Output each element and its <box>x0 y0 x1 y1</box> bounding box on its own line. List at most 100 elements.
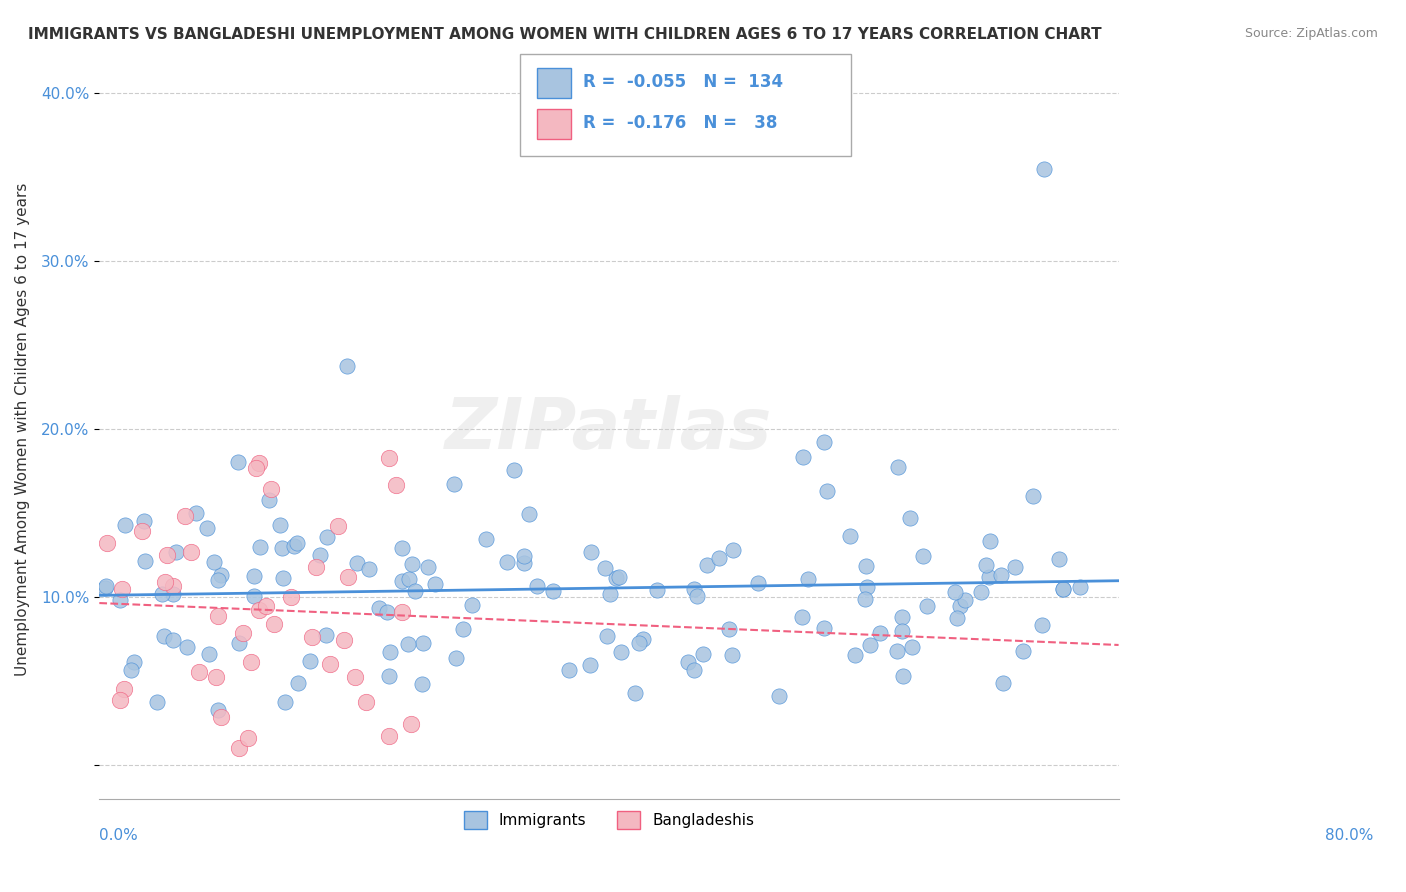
Point <box>195 521 218 535</box>
Point <box>579 657 602 672</box>
Point <box>513 549 536 564</box>
Point <box>890 624 912 639</box>
Point <box>299 654 322 668</box>
Point <box>792 450 814 464</box>
Point <box>249 540 271 554</box>
Point <box>180 545 202 559</box>
Point <box>855 592 877 607</box>
Point <box>301 631 323 645</box>
Text: IMMIGRANTS VS BANGLADESHI UNEMPLOYMENT AMONG WOMEN WITH CHILDREN AGES 6 TO 17 YE: IMMIGRANTS VS BANGLADESHI UNEMPLOYMENT A… <box>28 27 1102 42</box>
Point <box>162 587 184 601</box>
Point <box>280 590 302 604</box>
Point <box>886 644 908 658</box>
Point <box>517 507 540 521</box>
Point <box>188 665 211 679</box>
Point <box>285 536 308 550</box>
Point <box>443 476 465 491</box>
Point <box>970 585 993 599</box>
Point <box>624 686 647 700</box>
Point <box>287 676 309 690</box>
Point <box>645 582 668 597</box>
Point <box>207 574 229 588</box>
Point <box>949 599 972 614</box>
Point <box>839 529 862 543</box>
Point <box>943 584 966 599</box>
Point <box>391 541 413 555</box>
Point <box>797 572 820 586</box>
Point <box>315 530 337 544</box>
Point <box>599 587 621 601</box>
Point <box>976 558 998 572</box>
Point <box>1012 644 1035 658</box>
Point <box>207 703 229 717</box>
Point <box>228 636 250 650</box>
Point <box>274 695 297 709</box>
Text: ZIPatlas: ZIPatlas <box>446 395 773 464</box>
Point <box>692 647 714 661</box>
Point <box>94 581 117 595</box>
Point <box>378 450 401 465</box>
Point <box>1069 580 1091 594</box>
Point <box>418 559 440 574</box>
Point <box>541 584 564 599</box>
Point <box>813 435 835 450</box>
Point <box>891 610 914 624</box>
Text: 0.0%: 0.0% <box>100 829 138 844</box>
Point <box>207 609 229 624</box>
Point <box>844 648 866 662</box>
Point <box>391 605 413 619</box>
Point <box>1047 551 1070 566</box>
Point <box>375 605 398 619</box>
Point <box>627 636 650 650</box>
Point <box>333 632 356 647</box>
Point <box>134 554 156 568</box>
Point <box>260 482 283 496</box>
Point <box>162 579 184 593</box>
Point <box>401 557 423 571</box>
Text: Source: ZipAtlas.com: Source: ZipAtlas.com <box>1244 27 1378 40</box>
Point <box>204 555 226 569</box>
Point <box>747 576 769 591</box>
Point <box>1022 489 1045 503</box>
Point <box>209 710 232 724</box>
Point <box>1052 582 1074 597</box>
Point <box>247 603 270 617</box>
Point <box>946 610 969 624</box>
Point <box>122 655 145 669</box>
Point <box>226 455 249 469</box>
Point <box>165 544 187 558</box>
Point <box>557 664 579 678</box>
Point <box>134 514 156 528</box>
Point <box>108 593 131 607</box>
Point <box>305 560 328 574</box>
Point <box>112 682 135 697</box>
Point <box>96 579 118 593</box>
Point <box>1031 618 1053 632</box>
Point <box>1033 161 1056 176</box>
Point <box>607 570 630 584</box>
Point <box>1052 582 1074 596</box>
Point <box>399 717 422 731</box>
Point <box>887 460 910 475</box>
Point <box>581 544 603 558</box>
Point <box>891 669 914 683</box>
Point <box>152 587 174 601</box>
Point <box>991 676 1014 690</box>
Point <box>503 463 526 477</box>
Point <box>696 558 718 573</box>
Point <box>176 640 198 655</box>
Point <box>186 507 208 521</box>
Point <box>979 534 1001 549</box>
Point <box>243 589 266 603</box>
Point <box>398 573 420 587</box>
Point <box>367 601 389 615</box>
Y-axis label: Unemployment Among Women with Children Ages 6 to 17 years: Unemployment Among Women with Children A… <box>15 183 30 676</box>
Point <box>955 593 977 607</box>
Point <box>197 647 219 661</box>
Text: R =  -0.055   N =  134: R = -0.055 N = 134 <box>583 73 783 91</box>
Point <box>336 359 359 374</box>
Point <box>815 484 838 499</box>
Point <box>768 689 790 703</box>
Point <box>396 637 419 651</box>
Point <box>344 670 367 684</box>
